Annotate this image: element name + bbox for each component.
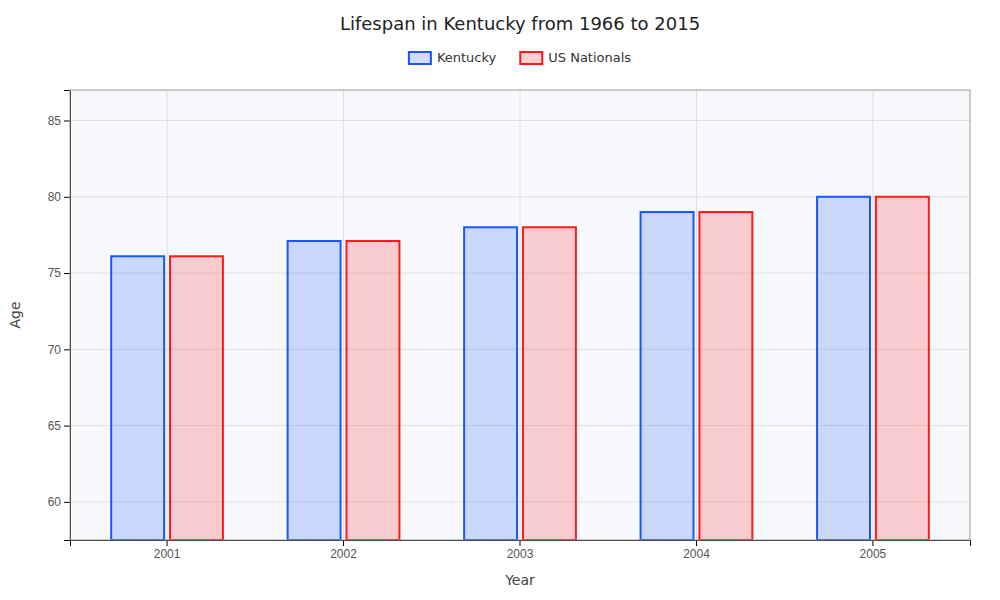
tick: 80 [48, 190, 70, 204]
grid-line [696, 90, 697, 540]
tick-label: 85 [48, 114, 62, 128]
bars [111, 197, 929, 540]
tick-label: 70 [48, 343, 62, 357]
tick: 85 [48, 114, 70, 128]
bar [523, 227, 576, 540]
tick-label: 2002 [330, 547, 357, 561]
bar [346, 241, 399, 540]
grid-line [343, 90, 344, 540]
tick-label: 2004 [683, 547, 710, 561]
tick-label: 60 [48, 495, 62, 509]
tick-mark [64, 273, 70, 274]
x-axis: 2001 2002 2003 2004 2005 [71, 540, 971, 561]
plot-frame [70, 90, 970, 540]
tick-mark [64, 197, 70, 198]
bar-series [170, 197, 929, 540]
tick: 2001 [154, 540, 181, 561]
tick-label: 65 [48, 419, 62, 433]
tick-mark [520, 540, 521, 546]
tick-mark [64, 502, 70, 503]
legend-item: US Nationals [520, 50, 631, 65]
tick-label: 2003 [507, 547, 534, 561]
tick-mark [64, 349, 70, 350]
y-axis: 60 65 70 75 80 85 [48, 91, 71, 541]
bar [288, 241, 341, 540]
tick-mark [64, 121, 70, 122]
tick: 2005 [860, 540, 887, 561]
tick-label: 75 [48, 266, 62, 280]
tick-mark [696, 540, 697, 546]
bar-series [111, 197, 870, 540]
legend-swatch [409, 52, 431, 64]
bar [699, 212, 752, 540]
tick: 2004 [683, 540, 710, 561]
legend-label: US Nationals [548, 50, 631, 65]
tick: 65 [48, 419, 70, 433]
tick: 60 [48, 495, 70, 509]
bar [464, 227, 517, 540]
axis-line [71, 541, 971, 547]
grid-line [167, 90, 168, 540]
tick-mark [167, 540, 168, 546]
tick-mark [343, 540, 344, 546]
y-axis-title: Age [7, 301, 23, 328]
bar [111, 256, 164, 540]
bar [876, 197, 929, 540]
chart: 2001 2002 2003 2004 2005 60 65 70 75 80 85 Lifespan… [0, 0, 1000, 600]
tick-label: 80 [48, 190, 62, 204]
tick-mark [872, 540, 873, 546]
legend-swatch [520, 52, 542, 64]
legend-label: Kentucky [437, 50, 497, 65]
tick-label: 2001 [154, 547, 181, 561]
tick-label: 2005 [860, 547, 887, 561]
grid [70, 90, 970, 540]
legend-item: Kentucky [409, 50, 497, 65]
bar [817, 197, 870, 540]
tick: 2002 [330, 540, 357, 561]
grid-line [872, 90, 873, 540]
tick: 75 [48, 266, 70, 280]
bar [170, 256, 223, 540]
tick-mark [64, 426, 70, 427]
grid-line [520, 90, 521, 540]
plot-background [70, 90, 970, 540]
plot: 2001 2002 2003 2004 2005 60 65 70 75 80 85 [48, 90, 971, 561]
legend: Kentucky US Nationals [409, 50, 631, 65]
bar [641, 212, 694, 540]
tick: 70 [48, 343, 70, 357]
x-axis-title: Year [504, 572, 535, 588]
title: Lifespan in Kentucky from 1966 to 2015 [340, 13, 700, 34]
tick: 2003 [507, 540, 534, 561]
